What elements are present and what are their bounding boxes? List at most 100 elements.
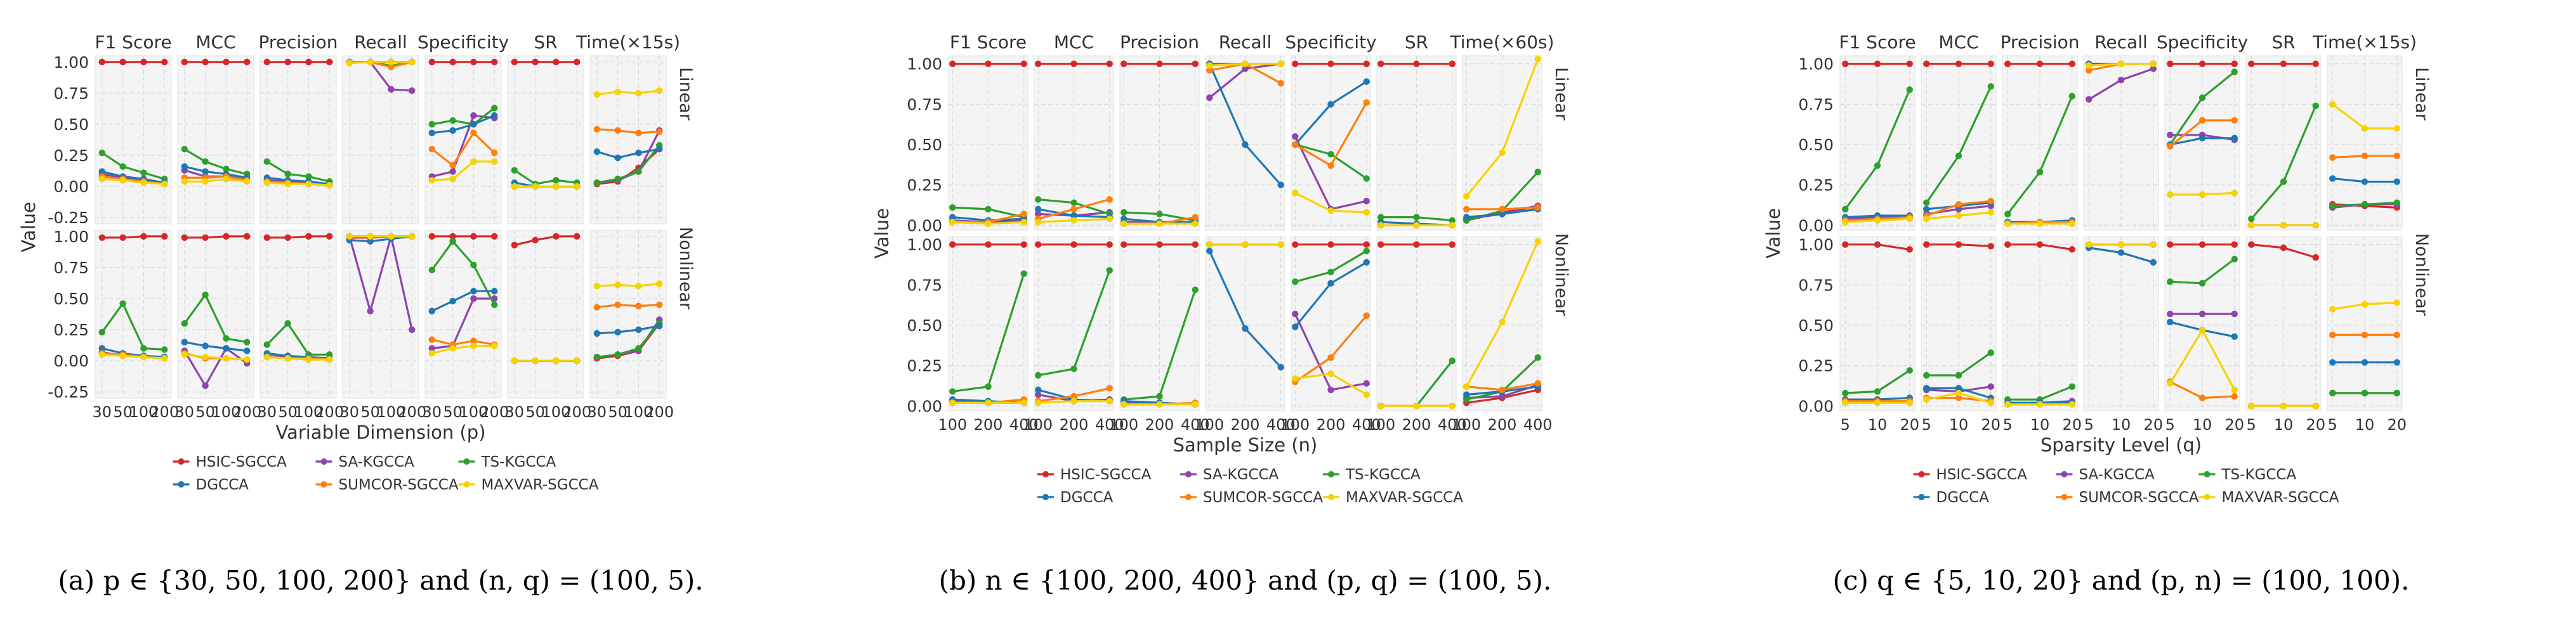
x-tick-label: 10 bbox=[2355, 416, 2375, 434]
data-point bbox=[2198, 280, 2206, 287]
data-point bbox=[2231, 134, 2238, 142]
data-point bbox=[1156, 392, 1163, 400]
facet-label: Precision bbox=[2001, 32, 2080, 53]
data-point bbox=[1923, 396, 1930, 403]
series-line bbox=[596, 282, 660, 287]
data-point bbox=[1377, 241, 1384, 248]
data-point bbox=[1449, 222, 1456, 229]
series-line bbox=[596, 304, 660, 309]
legend-key-point bbox=[320, 481, 327, 488]
data-point bbox=[326, 356, 333, 363]
data-point bbox=[161, 58, 168, 66]
data-point bbox=[2393, 125, 2400, 132]
series-line bbox=[183, 292, 247, 344]
series-line bbox=[102, 347, 165, 358]
x-tick-label: 400 bbox=[1352, 416, 1381, 434]
x-tick-label: 5 bbox=[1922, 416, 1931, 434]
data-point bbox=[1106, 60, 1113, 67]
data-point bbox=[2068, 401, 2075, 408]
data-point bbox=[2086, 67, 2093, 74]
data-point bbox=[511, 242, 518, 249]
series-line bbox=[514, 235, 577, 247]
data-point bbox=[532, 58, 539, 66]
row-label: Linear bbox=[2412, 67, 2431, 121]
data-point bbox=[1120, 209, 1127, 216]
data-point bbox=[1955, 60, 1962, 67]
y-tick-label: 0.75 bbox=[1798, 276, 1834, 294]
data-point bbox=[305, 180, 312, 188]
data-point bbox=[470, 337, 477, 344]
data-point bbox=[202, 382, 209, 389]
data-point bbox=[1363, 259, 1370, 266]
data-point bbox=[2004, 401, 2011, 408]
data-point bbox=[470, 233, 477, 240]
y-tick-label: 0.75 bbox=[907, 276, 942, 294]
data-point bbox=[1906, 367, 1913, 374]
data-point bbox=[140, 58, 147, 66]
data-point bbox=[1906, 399, 1913, 406]
series-line bbox=[102, 353, 165, 359]
facet-label: F1 Score bbox=[95, 32, 171, 53]
data-point bbox=[614, 301, 621, 308]
legend-label: DGCCA bbox=[1936, 489, 1990, 506]
data-point bbox=[1292, 60, 1299, 67]
legend-label: SUMCOR-SGCCA bbox=[339, 477, 459, 493]
y-tick-label: 0.75 bbox=[1798, 95, 1834, 113]
data-point bbox=[2004, 60, 2011, 67]
data-point bbox=[1987, 209, 1994, 216]
data-point bbox=[428, 58, 435, 66]
y-tick-label: 0.75 bbox=[53, 84, 89, 103]
data-point bbox=[1106, 385, 1113, 392]
data-point bbox=[985, 399, 992, 406]
data-point bbox=[263, 158, 270, 165]
data-point bbox=[511, 183, 518, 190]
data-point bbox=[1499, 205, 1506, 213]
series-line bbox=[348, 236, 413, 330]
panel-background bbox=[95, 230, 172, 399]
data-point bbox=[491, 149, 498, 157]
data-point bbox=[181, 163, 188, 170]
facet-label: Specificity bbox=[2157, 32, 2248, 53]
data-point bbox=[614, 351, 621, 358]
data-point bbox=[2329, 359, 2336, 366]
data-point bbox=[1327, 151, 1334, 158]
x-tick-label: 100 bbox=[1023, 416, 1053, 434]
series-line bbox=[431, 297, 495, 350]
data-point bbox=[1035, 196, 1042, 203]
data-point bbox=[2231, 392, 2238, 400]
data-point bbox=[614, 88, 621, 96]
series-line bbox=[102, 235, 165, 239]
x-tick-label: 30 bbox=[175, 403, 195, 421]
series-line bbox=[184, 178, 247, 183]
y-tick-label: 0.00 bbox=[907, 216, 942, 235]
data-point bbox=[949, 219, 956, 226]
data-point bbox=[2167, 143, 2174, 150]
data-point bbox=[1192, 60, 1199, 67]
series-line bbox=[184, 165, 247, 179]
series-line bbox=[431, 339, 495, 346]
data-point bbox=[1242, 141, 1249, 148]
data-point bbox=[2248, 60, 2255, 67]
data-point bbox=[2167, 380, 2174, 387]
data-point bbox=[1206, 62, 1213, 69]
data-point bbox=[470, 287, 477, 295]
data-point bbox=[2150, 65, 2157, 72]
data-point bbox=[1327, 101, 1334, 108]
x-tick-label: 5 bbox=[2247, 416, 2256, 434]
x-tick-label: 100 bbox=[541, 403, 570, 421]
x-tick-label: 100 bbox=[938, 416, 967, 434]
legend-key-point bbox=[2061, 471, 2068, 477]
x-tick-label: 5 bbox=[2165, 416, 2175, 434]
data-point bbox=[181, 234, 188, 241]
data-point bbox=[1463, 391, 1470, 398]
data-point bbox=[1842, 399, 1849, 406]
x-tick-label: 10 bbox=[2112, 416, 2131, 434]
facet-label: SR bbox=[1405, 32, 1428, 53]
x-tick-label: 100 bbox=[211, 403, 240, 421]
data-point bbox=[985, 60, 992, 67]
legend-label: DGCCA bbox=[196, 477, 249, 493]
data-point bbox=[2248, 241, 2255, 248]
row-label: Linear bbox=[1551, 67, 1571, 121]
data-point bbox=[1449, 217, 1456, 224]
y-tick-label: 0.50 bbox=[1798, 316, 1834, 335]
